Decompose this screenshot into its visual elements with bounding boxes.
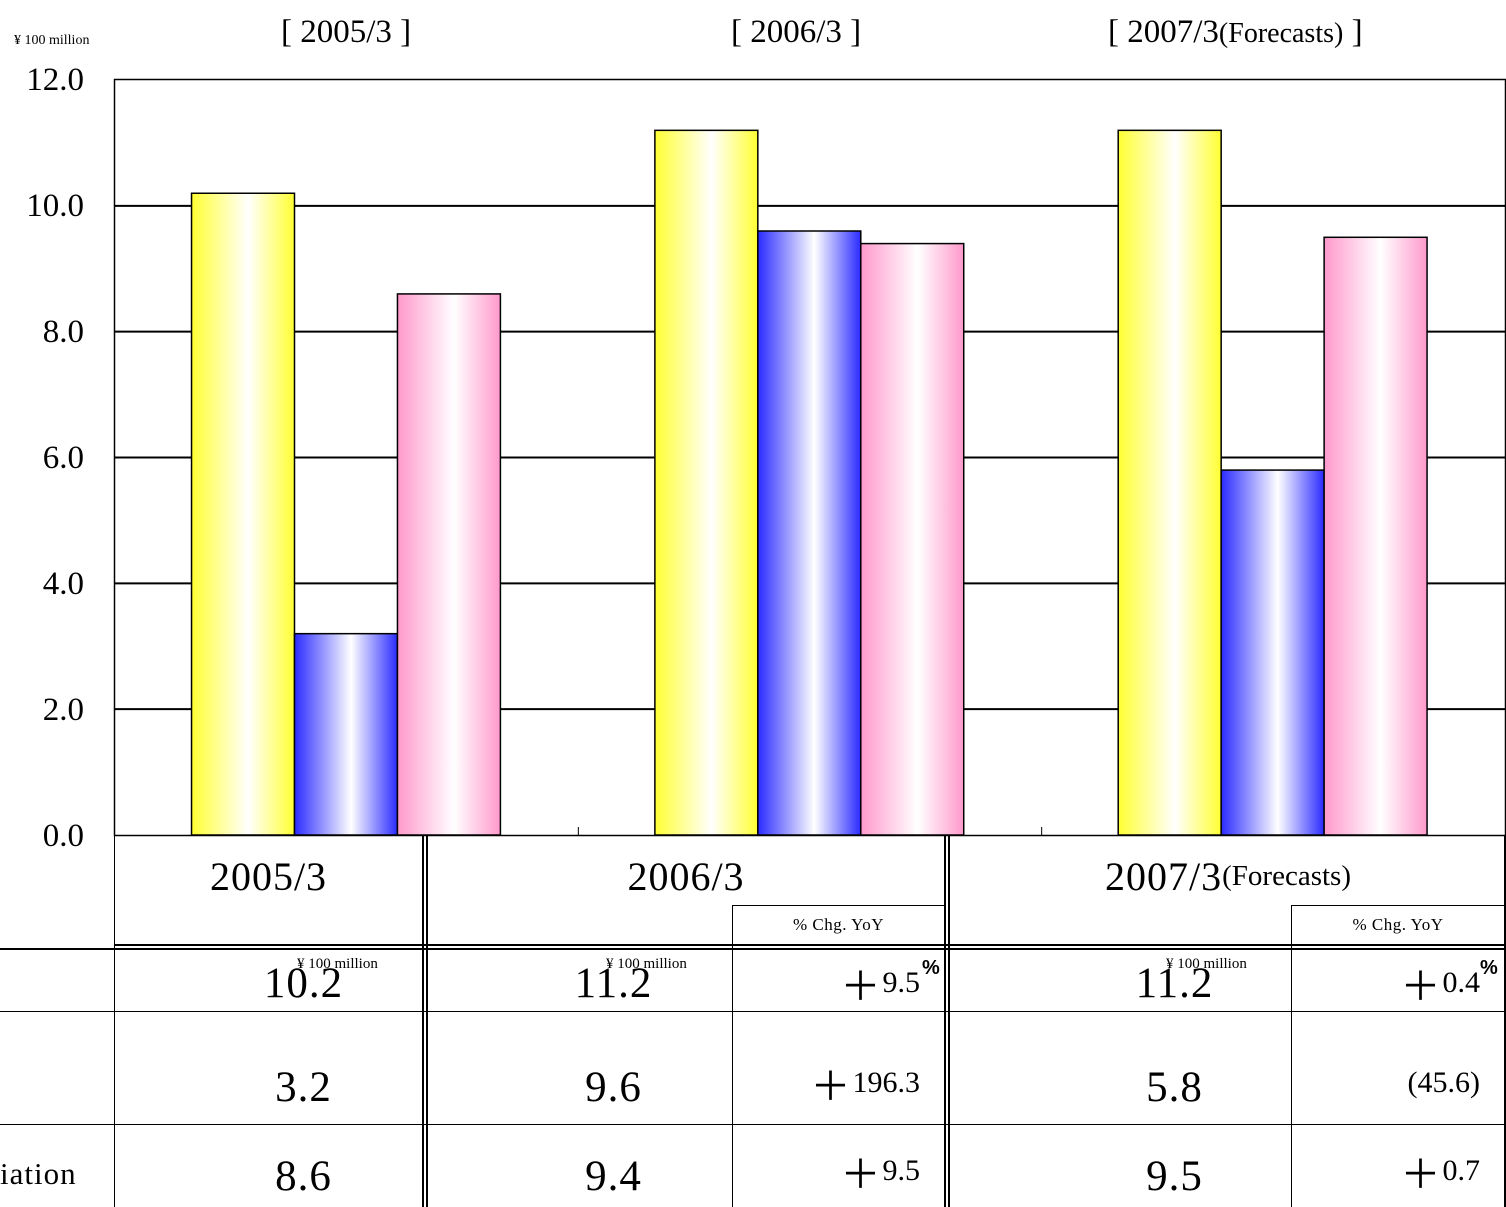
period-header-2007-end: ]: [1343, 14, 1363, 50]
cell-value: 11.2: [1135, 959, 1214, 1007]
cell-unit-label: ¥ 100 million: [1166, 956, 1247, 972]
bar-chart: [113, 78, 1506, 837]
y-tick-label: 0.0: [42, 818, 84, 854]
bar-2007-3-forecasts--series-3: [1323, 236, 1428, 836]
change-value: 9.5: [882, 1154, 921, 1187]
cell-value: 10.2: [263, 959, 344, 1007]
period-header-2006-text: [ 2006/3 ]: [731, 14, 862, 50]
period-header-2005: [ 2005/3 ]: [281, 14, 411, 51]
cell-change: ＋ 9.5: [733, 952, 944, 1014]
table-line: [948, 836, 950, 1207]
change-sign: ＋: [840, 964, 881, 1009]
table-line: [0, 1011, 1506, 1012]
table-header-2006: 2006/3: [428, 846, 944, 906]
change-value: 9.5: [882, 966, 921, 999]
cell-value: 9.4: [585, 1152, 642, 1200]
percent-sign: %: [922, 957, 940, 979]
period-header-2005-text: [ 2005/3 ]: [281, 14, 412, 50]
table-header-2006-text: 2006/3: [627, 853, 745, 899]
chart-unit-label: ¥ 100 million: [14, 33, 90, 48]
cell-unit-label: ¥ 100 million: [297, 956, 378, 972]
bar-2005-3-series-1: [190, 192, 296, 836]
table-line: [0, 948, 1506, 950]
period-header-2007-forecast: (Forecasts): [1218, 18, 1344, 49]
table-line: [1291, 905, 1506, 906]
table-line: [732, 905, 945, 906]
bar-2007-3-forecasts--series-2: [1220, 469, 1325, 836]
change-sign: ＋: [1400, 964, 1441, 1009]
table-line: [426, 836, 428, 1207]
y-tick-label: 4.0: [42, 566, 84, 602]
table-header-2005-text: 2005/3: [209, 853, 328, 899]
table-header-2007-text: 2007/3: [1105, 853, 1223, 899]
cell-change: ＋ 9.5: [733, 1140, 944, 1202]
table-header-2007: 2007/3 (Forecasts): [950, 846, 1506, 906]
cell-value: 11.2: [574, 959, 653, 1007]
y-tick-label: 10.0: [26, 188, 84, 224]
period-header-2007-text: [ 2007/3: [1108, 14, 1219, 50]
cell-value: 3.2: [275, 1063, 332, 1111]
chg-header-2006: % Chg. YoY: [793, 915, 884, 934]
table-line: [1504, 836, 1506, 1207]
cell-change: ＋ 0.7: [1292, 1140, 1504, 1202]
table-header-2005: 2005/3: [115, 846, 422, 906]
table-line: [0, 1124, 1506, 1125]
change-sign: ＋: [840, 1152, 881, 1197]
table-line: [114, 836, 115, 949]
percent-sign: %: [1480, 957, 1498, 979]
cell-value: 9.6: [585, 1063, 642, 1111]
table-line: [114, 944, 115, 1207]
bar-2005-3-series-2: [293, 632, 399, 836]
chg-header-2007: % Chg. YoY: [1352, 915, 1444, 934]
y-tick-label: 6.0: [42, 440, 84, 476]
cell-unit-label: ¥ 100 million: [606, 956, 687, 972]
bar-2005-3-series-3: [396, 293, 502, 836]
bar-2007-3-forecasts--series-1: [1117, 129, 1222, 836]
cell-change: (45.6): [1292, 1052, 1504, 1114]
bar-2006-3-series-3: [860, 242, 965, 836]
change-sign: ＋: [1400, 1152, 1441, 1197]
change-value: 196.3: [852, 1066, 921, 1099]
table-line: [732, 905, 733, 1207]
table-line: [422, 836, 424, 1207]
cell-change: ＋ 196.3: [733, 1052, 944, 1114]
period-header-2006: [ 2006/3 ]: [731, 14, 861, 51]
change-value: 0.4: [1442, 966, 1481, 999]
cell-value: 9.5: [1146, 1152, 1203, 1200]
change-value: 0.7: [1442, 1154, 1481, 1187]
change-sign: ＋: [810, 1064, 851, 1109]
period-header-2007: [ 2007/3(Forecasts) ]: [1108, 14, 1363, 51]
y-tick-label: 8.0: [42, 314, 84, 350]
row-label: iation: [0, 1156, 77, 1191]
y-tick-label: 12.0: [26, 62, 84, 98]
bar-2006-3-series-2: [757, 230, 862, 836]
change-value: (45.6): [1407, 1066, 1480, 1099]
bar-2006-3-series-1: [654, 129, 759, 836]
cell-change: ＋ 0.4: [1292, 952, 1504, 1014]
table-line: [1291, 905, 1292, 1207]
table-header-2007-forecast: (Forecasts): [1222, 859, 1351, 892]
cell-value: 5.8: [1146, 1063, 1203, 1111]
cell-value: 8.6: [275, 1152, 332, 1200]
table-line: [944, 836, 946, 1207]
table-line: [114, 944, 1506, 946]
y-tick-label: 2.0: [42, 692, 84, 728]
bars: [190, 129, 1428, 836]
